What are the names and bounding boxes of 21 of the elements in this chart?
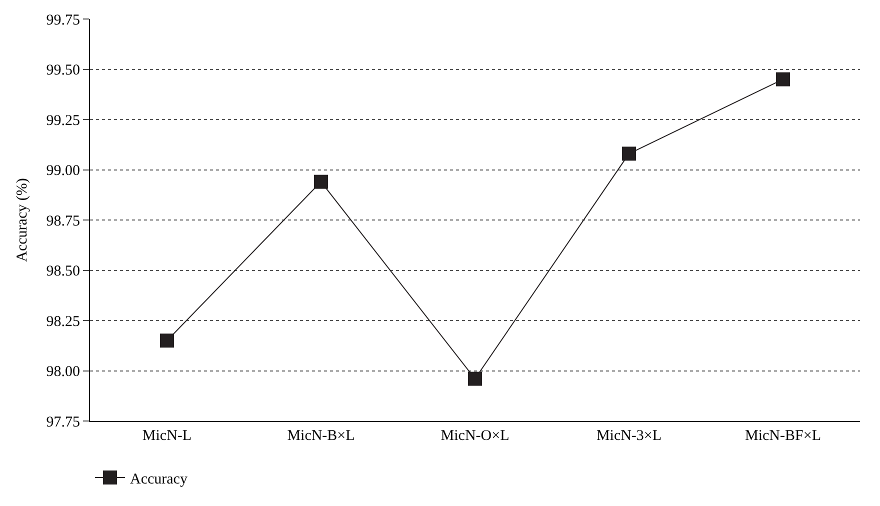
x-tick-label: MicN-BF×L	[745, 428, 821, 444]
point	[160, 334, 174, 348]
x-tick-label: MicN-O×L	[440, 428, 510, 444]
y-axis-title: Accuracy (%)	[14, 178, 30, 262]
y-tick-label: 99.25	[46, 112, 80, 129]
y-tick-label: 98.50	[46, 264, 80, 280]
y-tick-label: 98.00	[46, 364, 80, 380]
point	[622, 146, 636, 161]
y-tick-label: 98.75	[46, 213, 80, 230]
y-tick-label: 98.25	[46, 314, 80, 330]
point	[314, 174, 328, 189]
y-tick-label: 99.75	[46, 12, 80, 28]
y-tick-label: 99.50	[46, 62, 80, 78]
x-tick-label: MicN-B×L	[287, 428, 355, 444]
legend-label: Accuracy	[130, 471, 188, 488]
x-tick-label: MicN-L	[142, 428, 192, 444]
y-tick-label: 99.00	[46, 163, 80, 179]
point	[776, 72, 790, 86]
point	[468, 372, 482, 386]
y-tick-label: 97.75	[46, 414, 80, 430]
x-tick-label: MicN-3×L	[596, 428, 662, 444]
